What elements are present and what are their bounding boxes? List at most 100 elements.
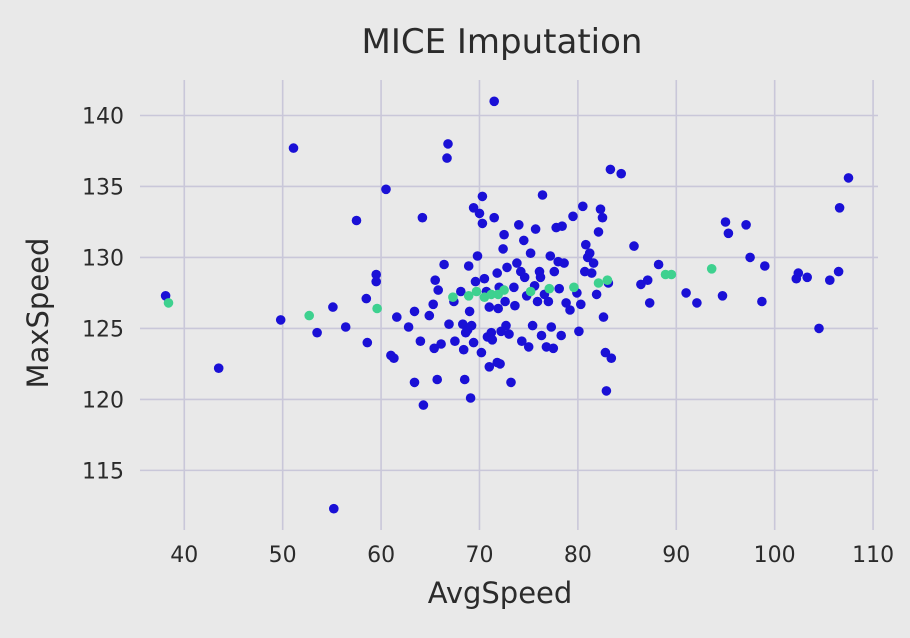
observed-data-point [814,323,824,334]
observed-data-point [432,374,443,385]
observed-data-point [409,306,420,317]
observed-data-point [642,275,653,286]
observed-data-point [537,190,548,200]
observed-data-point [595,204,606,214]
observed-data-point [409,377,420,388]
x-tick-label: 90 [662,543,690,568]
observed-data-point [443,139,453,149]
observed-data-point [444,319,454,330]
imputed-data-point [666,269,677,280]
observed-data-point [519,272,530,283]
observed-data-point [559,258,569,268]
observed-data-point [723,228,734,239]
x-tick-label: 40 [170,543,198,568]
observed-data-point [487,335,498,345]
observed-data-point [470,276,481,287]
observed-data-point [492,268,503,278]
observed-data-point [439,259,449,270]
observed-data-point [833,266,844,277]
observed-data-point [458,344,469,355]
observed-data-point [568,211,578,222]
x-tick-label: 110 [852,543,894,568]
observed-data-point [389,353,399,364]
observed-data-point [629,241,639,251]
observed-data-point [486,327,497,338]
observed-data-point [554,283,564,294]
observed-data-point [584,248,595,258]
observed-data-point [288,143,299,153]
observed-data-point [561,298,571,308]
observed-data-point [499,229,509,240]
observed-data-point [329,503,339,514]
observed-data-point [512,258,522,268]
observed-data-point [510,300,520,311]
observed-data-point [362,337,373,348]
observed-data-point [477,218,488,229]
x-axis-label: AvgSpeed [428,576,573,610]
observed-data-point [802,272,812,283]
chart-title: MICE Imputation [362,22,643,62]
observed-data-point [601,386,612,396]
observed-data-point [340,322,351,332]
observed-data-point [519,235,529,246]
imputed-data-point [593,278,604,288]
imputed-data-point [372,303,382,314]
observed-data-point [720,217,731,227]
imputed-data-point [463,291,474,301]
observed-data-point [371,269,382,280]
y-tick-label: 115 [82,459,124,484]
imputed-data-point [602,275,613,286]
observed-data-point [442,153,452,163]
x-tick-label: 80 [564,543,592,568]
observed-data-point [644,298,655,308]
observed-data-point [545,251,556,261]
observed-data-point [525,248,536,258]
observed-data-point [605,164,616,175]
observed-data-point [506,377,516,388]
observed-data-point [578,201,588,212]
x-tick-label: 100 [754,543,796,568]
observed-data-point [403,322,414,332]
observed-data-point [463,261,474,271]
observed-data-point [530,224,541,234]
observed-data-point [479,273,490,284]
imputed-data-point [448,292,458,303]
imputed-data-point [525,286,536,297]
observed-data-point [581,239,591,250]
observed-data-point [745,252,755,263]
observed-data-point [493,303,504,314]
observed-data-point [532,296,543,307]
observed-data-point [429,343,440,354]
observed-data-point [523,342,534,352]
observed-data-point [417,212,428,223]
observed-data-point [371,276,382,287]
observed-data-point [586,268,597,278]
observed-data-point [565,305,575,315]
observed-data-point [717,291,728,301]
observed-data-point [556,330,566,341]
observed-data-point [456,286,466,297]
y-tick-label: 130 [82,246,124,271]
observed-data-point [424,310,435,321]
observed-data-point [606,353,617,364]
observed-data-point [548,343,559,354]
observed-data-point [328,302,338,312]
imputed-data-point [163,298,174,308]
y-tick-label: 120 [82,388,124,413]
observed-data-point [484,302,495,312]
x-tick-label: 70 [465,543,493,568]
data-points [160,96,854,514]
observed-data-point [312,327,322,338]
imputed-data-point [706,264,717,274]
x-tick-label: 50 [269,543,297,568]
observed-data-point [477,191,488,202]
y-axis-label: MaxSpeed [21,238,55,389]
observed-data-point [465,393,476,403]
y-tick-label: 140 [82,104,124,129]
imputed-data-point [486,289,497,300]
imputed-data-point [544,283,555,294]
observed-data-point [509,282,519,293]
observed-data-point [616,168,626,179]
observed-data-point [472,251,483,261]
